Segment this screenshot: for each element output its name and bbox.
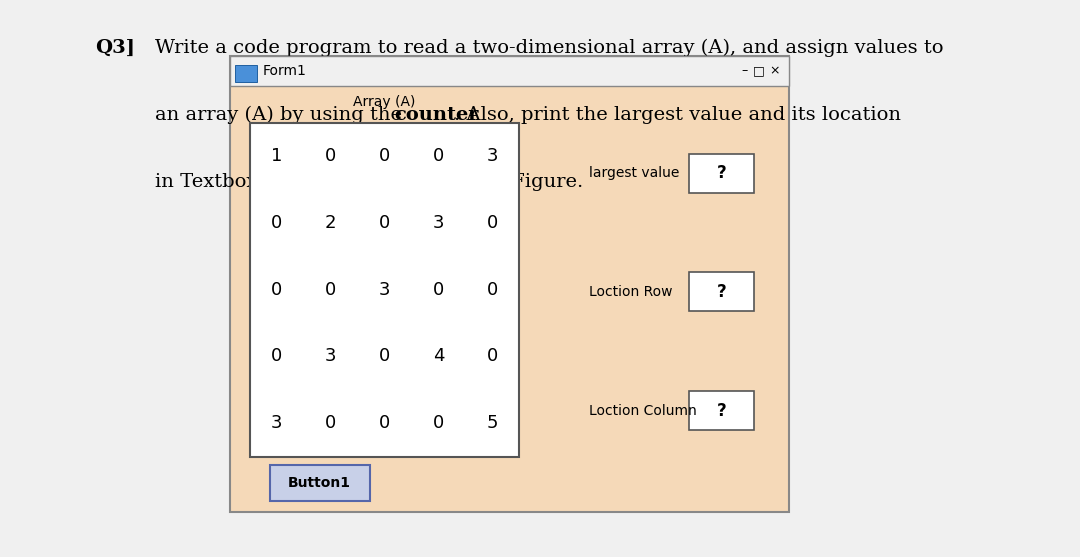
- Text: an array (A) by using the: an array (A) by using the: [154, 106, 408, 124]
- Text: 2: 2: [325, 214, 336, 232]
- FancyBboxPatch shape: [230, 56, 789, 512]
- Text: 0: 0: [379, 214, 390, 232]
- Text: ×: ×: [769, 65, 780, 77]
- Text: 0: 0: [271, 281, 282, 299]
- FancyBboxPatch shape: [689, 154, 754, 193]
- Text: 3: 3: [271, 414, 282, 432]
- FancyBboxPatch shape: [689, 391, 754, 430]
- Text: 0: 0: [325, 414, 336, 432]
- Text: 0: 0: [379, 147, 390, 165]
- Text: 0: 0: [325, 147, 336, 165]
- Text: 1: 1: [271, 147, 282, 165]
- Text: counter: counter: [394, 106, 480, 124]
- Text: 0: 0: [271, 348, 282, 365]
- FancyBboxPatch shape: [689, 272, 754, 311]
- FancyBboxPatch shape: [249, 123, 519, 457]
- Text: 0: 0: [433, 281, 444, 299]
- Text: □: □: [753, 65, 765, 77]
- Text: Loction Row: Loction Row: [590, 285, 673, 299]
- Text: –: –: [741, 65, 747, 77]
- Text: 0: 0: [433, 147, 444, 165]
- Text: 0: 0: [487, 214, 498, 232]
- Text: 0: 0: [433, 414, 444, 432]
- Text: ?: ?: [717, 402, 727, 420]
- Text: Loction Column: Loction Column: [590, 404, 697, 418]
- Text: 0: 0: [271, 214, 282, 232]
- Text: Q3]: Q3]: [95, 39, 135, 57]
- Text: in Textboxes as shown in the below Figure.: in Textboxes as shown in the below Figur…: [154, 173, 583, 190]
- Text: Form1: Form1: [262, 64, 307, 78]
- Text: 4: 4: [433, 348, 444, 365]
- Text: 3: 3: [325, 348, 336, 365]
- Text: 3: 3: [487, 147, 498, 165]
- Text: ?: ?: [717, 164, 727, 182]
- Text: . Also, print the largest value and its location: . Also, print the largest value and its …: [455, 106, 902, 124]
- Text: 5: 5: [487, 414, 498, 432]
- Text: ?: ?: [717, 283, 727, 301]
- Text: largest value: largest value: [590, 166, 679, 180]
- Text: 0: 0: [379, 348, 390, 365]
- Text: 0: 0: [487, 281, 498, 299]
- Text: 0: 0: [325, 281, 336, 299]
- Text: 3: 3: [379, 281, 390, 299]
- FancyBboxPatch shape: [234, 65, 257, 82]
- Text: 3: 3: [433, 214, 444, 232]
- Text: Array (A): Array (A): [353, 95, 416, 109]
- FancyBboxPatch shape: [230, 56, 789, 86]
- Text: 0: 0: [487, 348, 498, 365]
- Text: Button1: Button1: [288, 476, 351, 490]
- FancyBboxPatch shape: [270, 465, 369, 501]
- Text: Write a code program to read a two-dimensional array (A), and assign values to: Write a code program to read a two-dimen…: [154, 39, 943, 57]
- Text: 0: 0: [379, 414, 390, 432]
